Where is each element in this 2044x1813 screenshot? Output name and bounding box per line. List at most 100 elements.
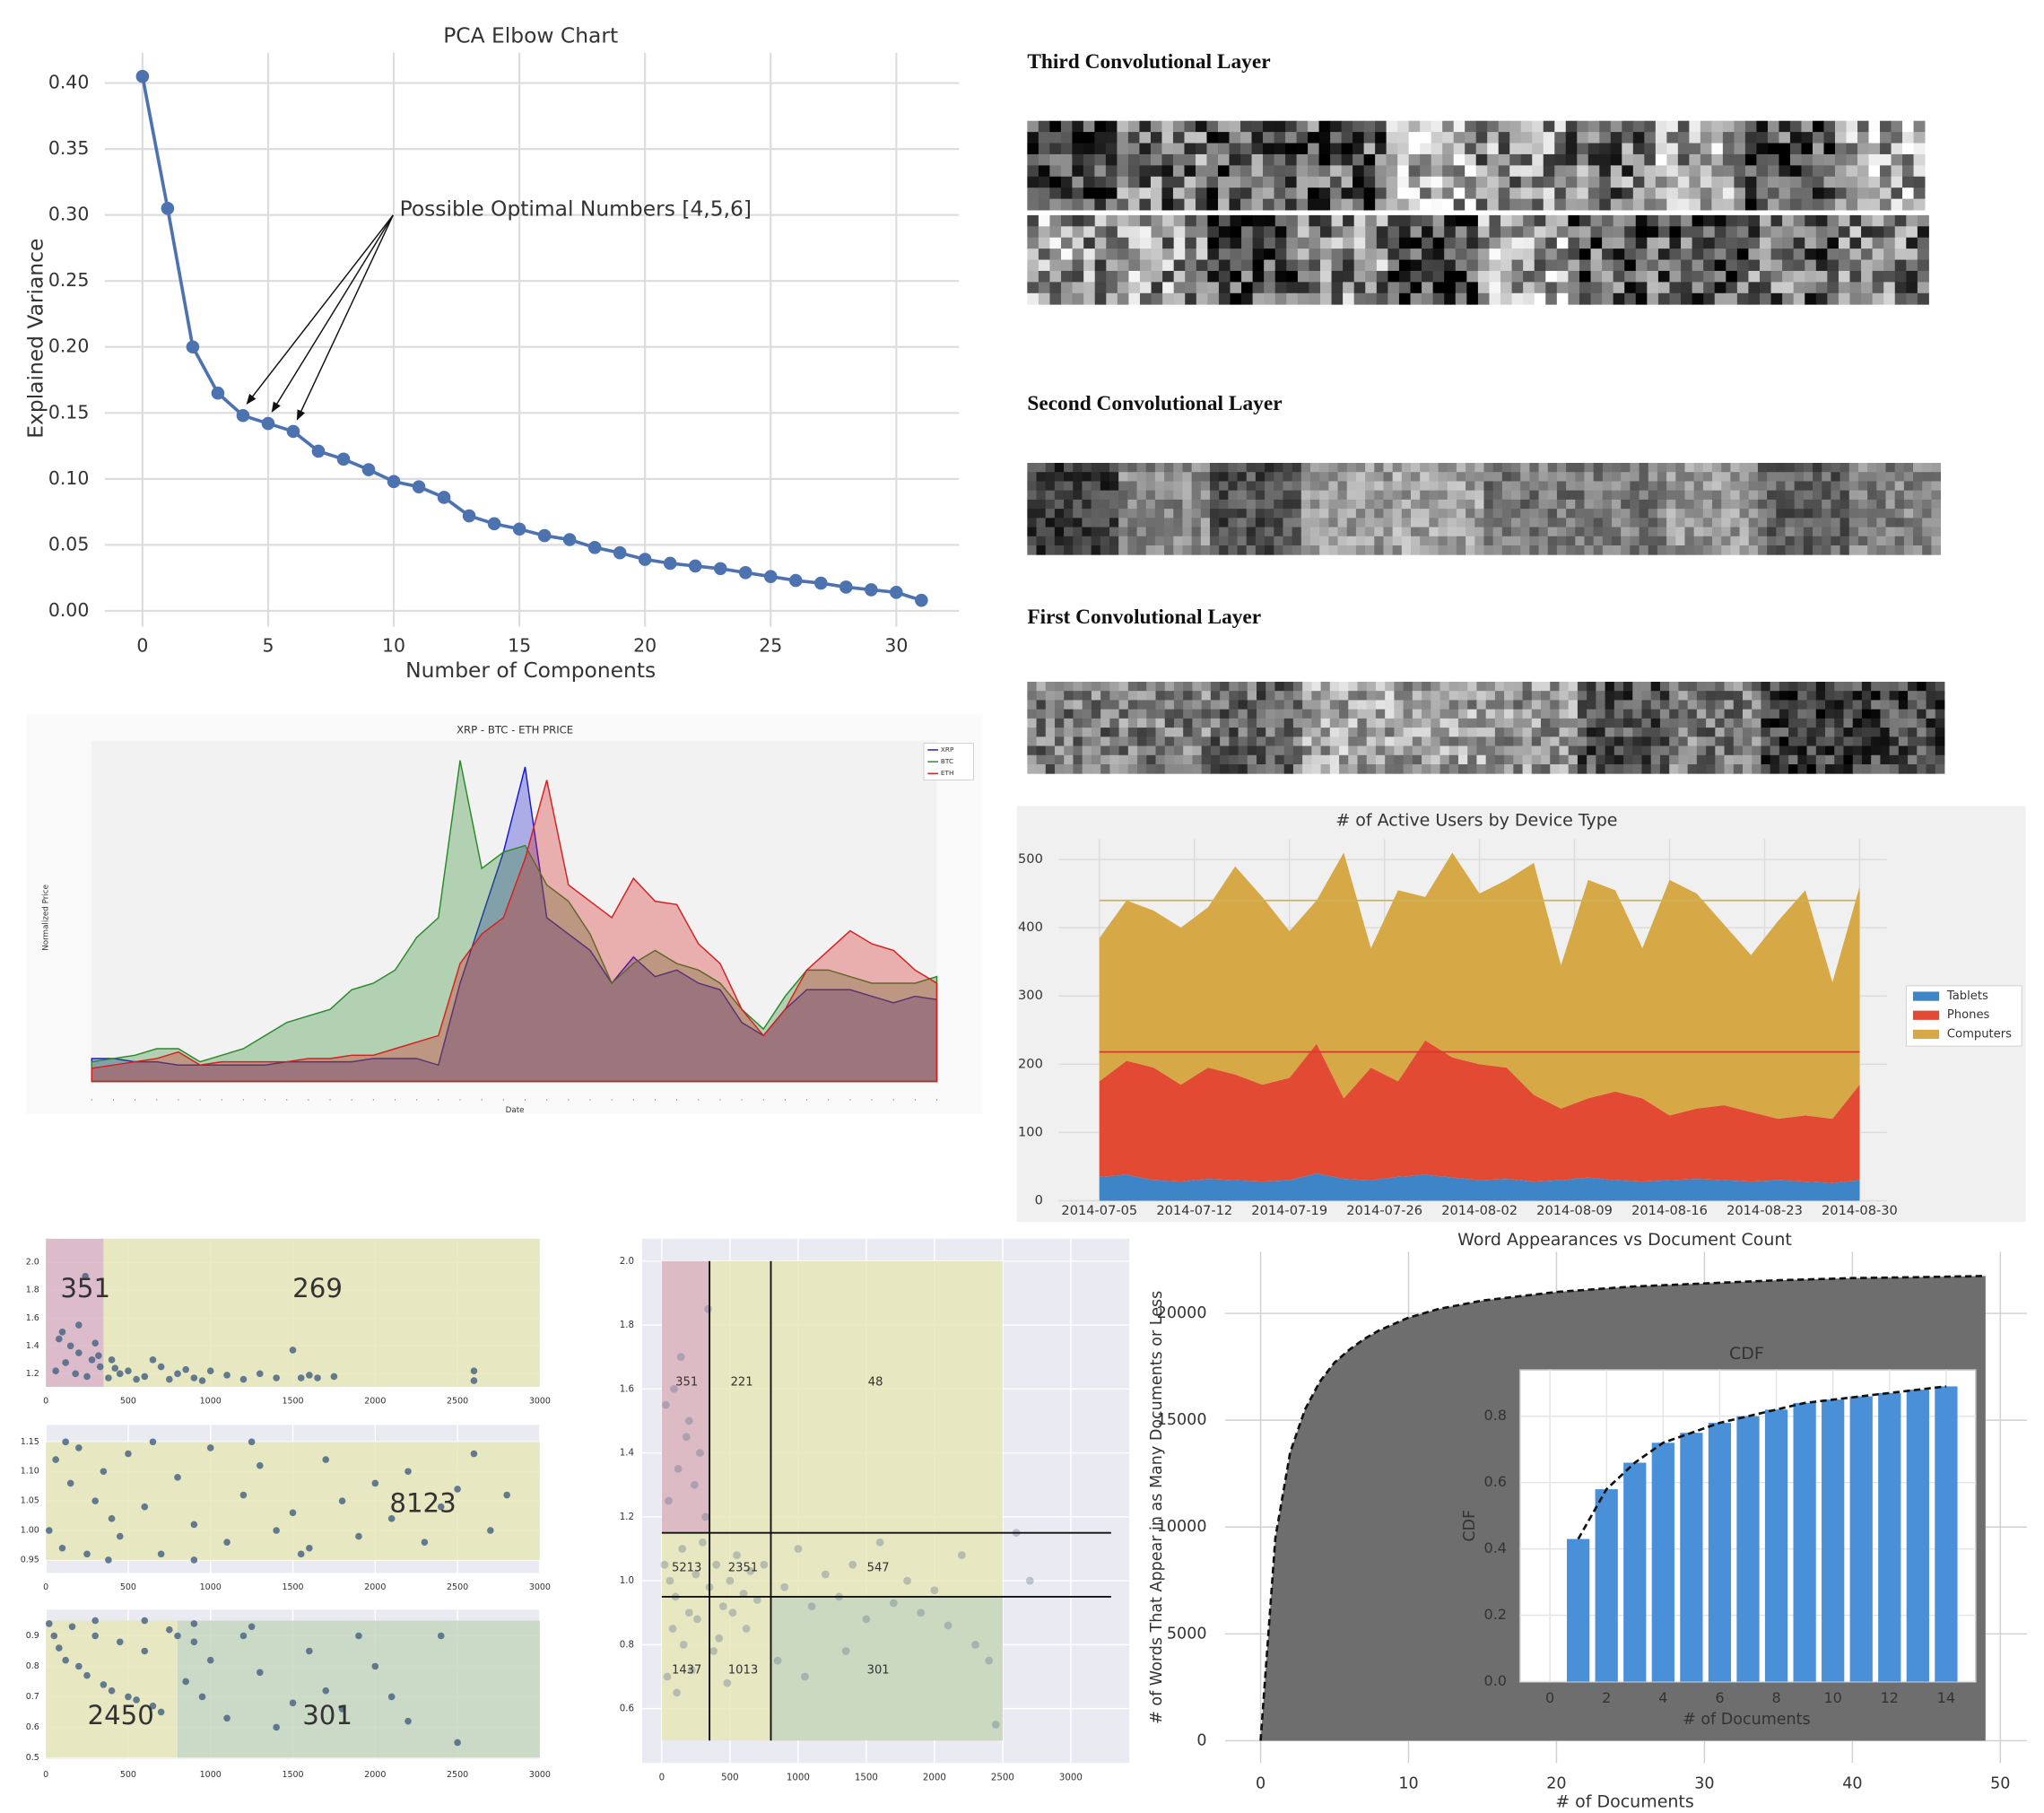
feature-pixel: [1477, 248, 1490, 260]
feature-pixel: [1632, 198, 1645, 211]
feature-pixel: [1145, 462, 1156, 473]
feature-pixel: [1397, 143, 1410, 155]
feature-pixel: [1027, 120, 1039, 133]
feature-pixel: [1319, 509, 1329, 519]
feature-pixel: [1554, 153, 1567, 166]
feature-pixel: [1341, 153, 1353, 166]
feature-pixel: [1523, 259, 1535, 272]
feature-pixel: [1529, 481, 1539, 492]
feature-pixel: [1550, 737, 1560, 746]
feature-pixel: [1060, 132, 1073, 144]
feature-pixel: [1422, 728, 1431, 737]
feature-pixel: [1255, 481, 1266, 492]
feature-pixel: [1678, 737, 1689, 746]
feature-pixel: [1861, 214, 1874, 227]
feature-pixel: [1520, 509, 1530, 519]
feature-pixel: [1392, 518, 1403, 528]
region-count: 8123: [389, 1488, 456, 1519]
feature-pixel: [1073, 728, 1083, 737]
feature-pixel: [1474, 518, 1484, 528]
x-tick: [286, 1099, 288, 1101]
feature-pixel: [1613, 763, 1624, 774]
feature-pixel: [1559, 718, 1570, 728]
x-tick: [112, 1099, 115, 1101]
feature-pixel: [1474, 499, 1484, 510]
feature-pixel: [1366, 691, 1377, 701]
feature-pixel: [1109, 718, 1120, 728]
feature-pixel: [1678, 691, 1689, 701]
feature-pixel: [1192, 718, 1203, 728]
feature-pixel: [1429, 472, 1439, 482]
feature-pixel: [1880, 728, 1891, 737]
feature-pixel: [1453, 176, 1466, 188]
feature-pixel: [1559, 728, 1570, 737]
feature-pixel: [1494, 700, 1505, 710]
x-tick-label: 2000: [364, 1396, 386, 1406]
data-point: [562, 533, 577, 546]
bar: [1623, 1462, 1647, 1682]
feature-pixel: [1794, 518, 1805, 528]
feature-pixel: [1554, 132, 1567, 144]
feature-pixel: [1621, 481, 1631, 492]
feature-pixel: [1782, 259, 1795, 272]
feature-pixel: [1220, 718, 1230, 728]
feature-pixel: [1375, 718, 1386, 728]
feature-pixel: [1285, 143, 1297, 155]
feature-pixel: [1027, 745, 1038, 756]
feature-pixel: [1622, 198, 1634, 211]
feature-pixel: [1346, 509, 1357, 519]
feature-pixel: [1568, 259, 1580, 272]
feature-pixel: [1139, 198, 1152, 211]
feature-pixel: [1857, 198, 1869, 211]
feature-pixel: [1748, 214, 1761, 227]
feature-pixel: [1917, 237, 1929, 249]
feature-pixel: [1094, 198, 1107, 211]
feature-pixel: [1330, 120, 1343, 133]
feature-pixel: [1871, 700, 1881, 710]
feature-pixel: [1785, 545, 1796, 555]
feature-pixel: [1767, 518, 1777, 528]
x-tick: [438, 1099, 439, 1101]
feature-pixel: [1206, 132, 1219, 144]
feature-pixel: [1703, 214, 1716, 227]
feature-pixel: [1876, 536, 1886, 546]
feature-pixel: [1109, 700, 1120, 710]
feature-pixel: [1357, 691, 1368, 701]
feature-pixel: [1136, 499, 1147, 510]
feature-pixel: [1630, 518, 1640, 528]
data-point: [848, 1560, 857, 1569]
feature-pixel: [1475, 143, 1488, 155]
feature-pixel: [1045, 737, 1056, 746]
feature-pixel: [1687, 737, 1698, 746]
feature-pixel: [1444, 226, 1457, 239]
feature-pixel: [1711, 153, 1724, 166]
feature-pixel: [1613, 728, 1624, 737]
feature-pixel: [1669, 700, 1679, 710]
feature-pixel: [1374, 472, 1384, 482]
feature-pixel: [1579, 282, 1591, 294]
feature-pixel: [1100, 745, 1110, 756]
feature-pixel: [1734, 165, 1746, 178]
feature-pixel: [1173, 248, 1186, 260]
data-point: [82, 1272, 89, 1280]
feature-pixel: [1064, 718, 1074, 728]
y-tick-label: 1.8: [620, 1321, 634, 1330]
feature-pixel: [1055, 754, 1065, 765]
feature-pixel: [1408, 143, 1421, 155]
feature-pixel: [1898, 718, 1909, 728]
feature-pixel: [1476, 745, 1487, 756]
feature-pixel: [1251, 176, 1264, 188]
feature-pixel: [1891, 120, 1903, 133]
feature-pixel: [1182, 472, 1193, 482]
feature-pixel: [1339, 700, 1349, 710]
feature-pixel: [1602, 462, 1613, 473]
feature-pixel: [1556, 527, 1567, 537]
feature-pixel: [1366, 745, 1377, 756]
feature-pixel: [1669, 745, 1679, 756]
feature-pixel: [1164, 481, 1174, 492]
data-point: [728, 1608, 737, 1617]
feature-pixel: [1635, 248, 1648, 260]
feature-pixel: [1154, 536, 1165, 546]
feature-pixel: [1520, 536, 1530, 546]
feature-pixel: [1834, 763, 1844, 774]
